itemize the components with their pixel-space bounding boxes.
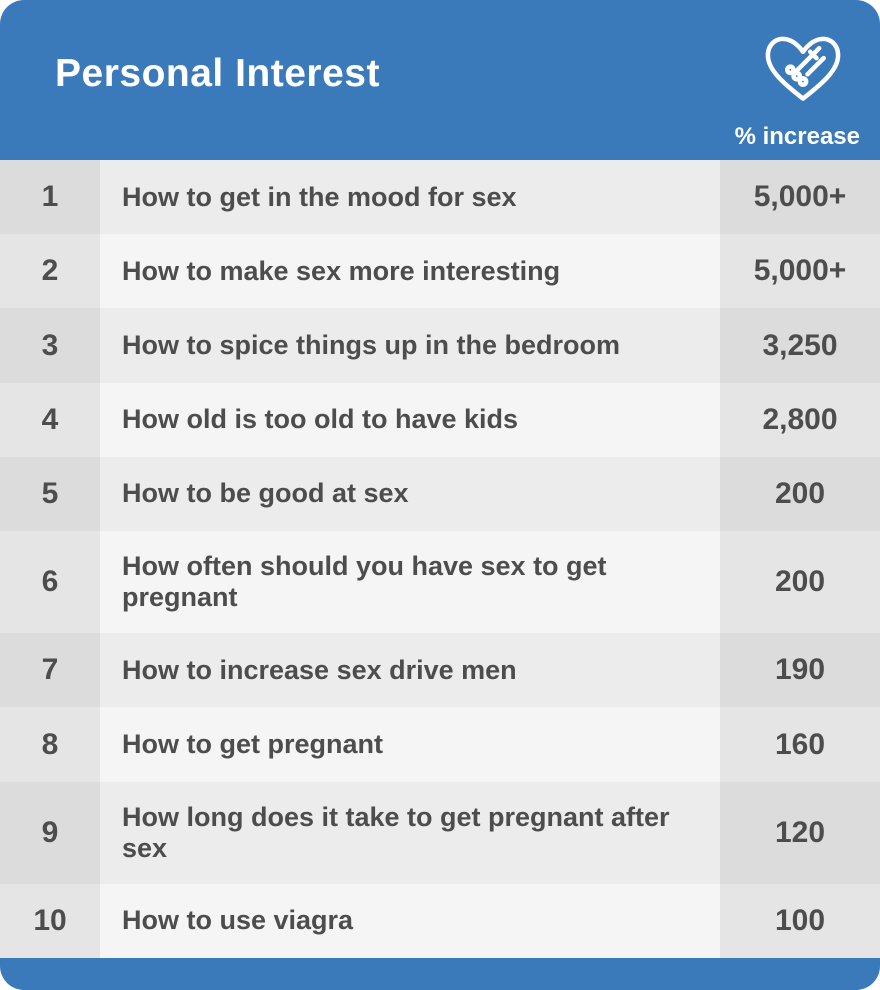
rank-cell: 2 (0, 234, 100, 309)
increase-cell: 5,000+ (720, 234, 880, 309)
query-cell: How to increase sex drive men (100, 633, 720, 708)
table-row: 8 How to get pregnant 160 (0, 707, 880, 782)
increase-cell: 200 (720, 531, 880, 634)
increase-label: 3,250 (762, 328, 838, 362)
table-row: 9 How long does it take to get pregnant … (0, 781, 880, 884)
rank-cell: 1 (0, 160, 100, 235)
query-label: How to be good at sex (122, 478, 409, 509)
table-row: 3 How to spice things up in the bedroom … (0, 308, 880, 383)
increase-cell: 5,000+ (720, 160, 880, 235)
query-cell: How to spice things up in the bedroom (100, 308, 720, 383)
rank-cell: 7 (0, 633, 100, 708)
increase-column-header: % increase (734, 123, 860, 150)
increase-label: 2,800 (762, 402, 838, 436)
query-label: How to get pregnant (122, 729, 383, 760)
interest-table: 1 How to get in the mood for sex 5,000+ … (0, 160, 880, 959)
increase-label: 200 (774, 476, 826, 510)
query-label: How often should you have sex to get pre… (122, 551, 607, 613)
rank-label: 1 (41, 180, 59, 214)
query-label: How long does it take to get pregnant af… (122, 801, 670, 863)
rank-cell: 4 (0, 382, 100, 457)
increase-label: 5,000+ (753, 254, 847, 288)
query-label: How to make sex more interesting (122, 255, 561, 286)
rank-label: 8 (41, 727, 59, 761)
table-row: 6 How often should you have sex to get p… (0, 531, 880, 634)
increase-cell: 100 (720, 883, 880, 959)
increase-label: 160 (774, 727, 826, 761)
rank-label: 10 (33, 903, 67, 937)
rank-label: 6 (41, 565, 59, 599)
rank-cell: 8 (0, 707, 100, 782)
increase-cell: 3,250 (720, 308, 880, 383)
rank-label: 2 (41, 254, 59, 288)
handshake-heart-icon (758, 30, 848, 106)
rank-cell: 10 (0, 883, 100, 959)
query-label: How to use viagra (122, 905, 354, 936)
increase-label: 200 (774, 565, 826, 599)
query-cell: How to make sex more interesting (100, 234, 720, 309)
increase-label: 5,000+ (753, 180, 847, 214)
rank-cell: 5 (0, 456, 100, 532)
query-cell: How old is too old to have kids (100, 382, 720, 457)
increase-cell: 160 (720, 707, 880, 782)
query-label: How to get in the mood for sex (122, 181, 517, 212)
query-cell: How to be good at sex (100, 456, 720, 532)
table-row: 5 How to be good at sex 200 (0, 456, 880, 532)
table-row: 1 How to get in the mood for sex 5,000+ (0, 160, 880, 235)
rank-label: 9 (41, 815, 59, 849)
increase-cell: 200 (720, 456, 880, 532)
increase-cell: 190 (720, 633, 880, 708)
query-cell: How often should you have sex to get pre… (100, 531, 720, 634)
table-row: 7 How to increase sex drive men 190 (0, 633, 880, 708)
rank-label: 3 (41, 328, 59, 362)
table-row: 2 How to make sex more interesting 5,000… (0, 234, 880, 309)
increase-cell: 120 (720, 781, 880, 884)
query-label: How old is too old to have kids (122, 404, 519, 435)
table-row: 10 How to use viagra 100 (0, 883, 880, 959)
increase-label: 190 (774, 653, 826, 687)
increase-label: 120 (774, 815, 826, 849)
query-cell: How to get in the mood for sex (100, 160, 720, 235)
query-label: How to spice things up in the bedroom (122, 330, 620, 360)
footer-bar (0, 958, 880, 990)
table-row: 4 How old is too old to have kids 2,800 (0, 382, 880, 457)
increase-cell: 2,800 (720, 382, 880, 457)
rank-cell: 6 (0, 531, 100, 634)
query-label: How to increase sex drive men (122, 654, 517, 685)
query-cell: How to use viagra (100, 883, 720, 959)
query-cell: How long does it take to get pregnant af… (100, 781, 720, 884)
rank-label: 7 (41, 653, 59, 687)
rank-cell: 3 (0, 308, 100, 383)
query-cell: How to get pregnant (100, 707, 720, 782)
rank-cell: 9 (0, 781, 100, 884)
card-header: Personal Interest % increase (0, 0, 880, 160)
increase-label: 100 (774, 903, 826, 937)
rank-label: 4 (41, 402, 59, 436)
rank-label: 5 (41, 476, 59, 510)
page-title: Personal Interest (55, 52, 380, 95)
